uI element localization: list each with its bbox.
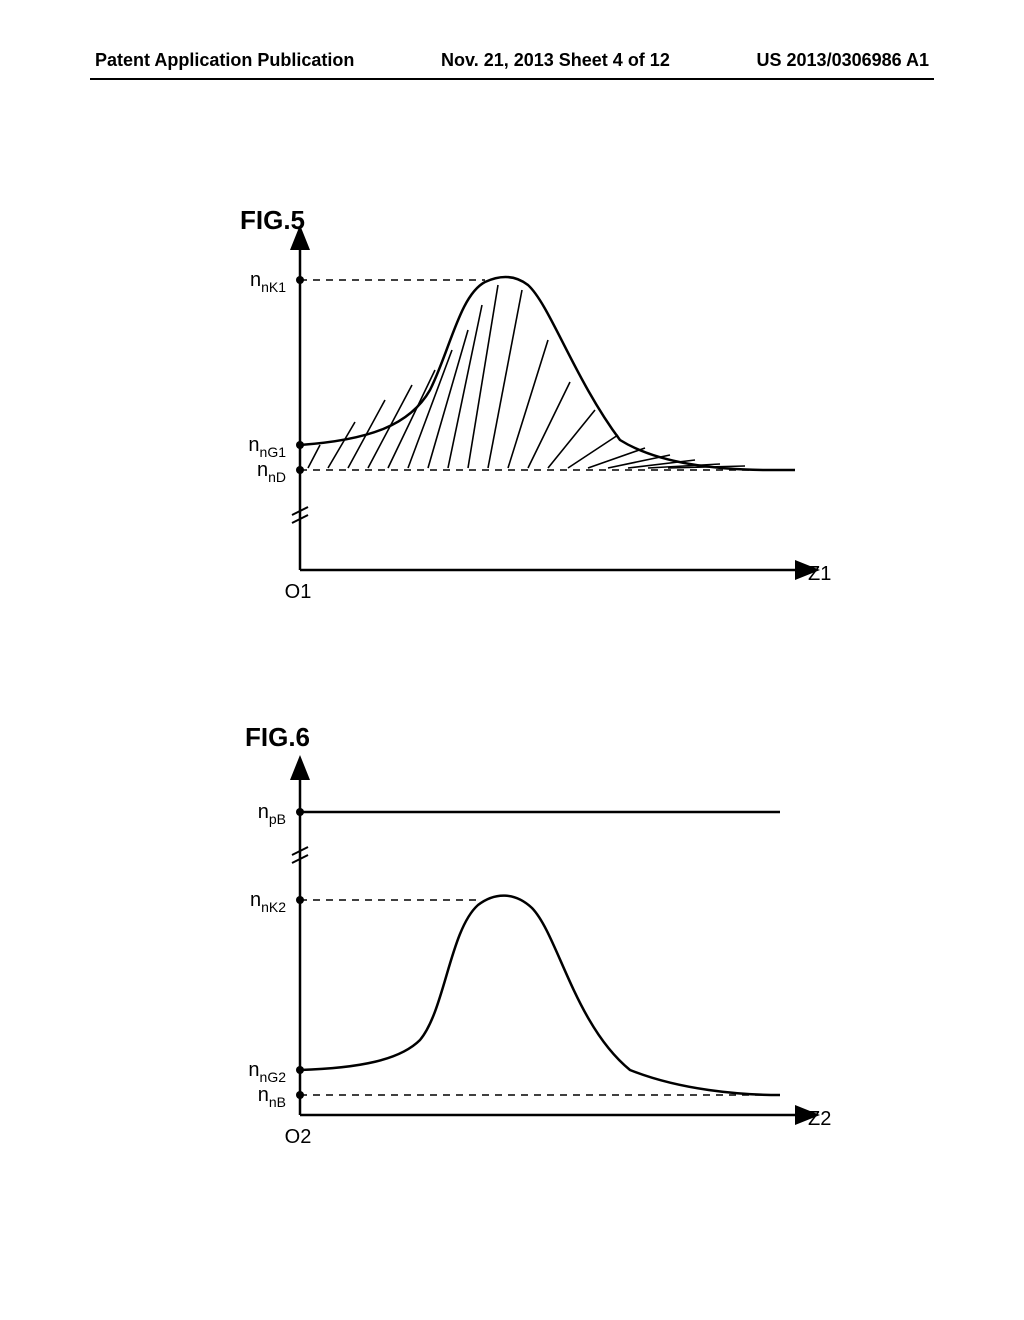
- page: Patent Application Publication Nov. 21, …: [0, 0, 1024, 1320]
- svg-text:O2: O2: [285, 1126, 312, 1148]
- fig6-chart: npB nnK2 nnG2nnB O2 Z2: [210, 750, 850, 1160]
- header-center: Nov. 21, 2013 Sheet 4 of 12: [441, 50, 670, 71]
- svg-text:npB: npB: [258, 801, 286, 827]
- page-header: Patent Application Publication Nov. 21, …: [0, 50, 1024, 71]
- header-rule: [90, 78, 934, 80]
- svg-text:O1: O1: [285, 581, 312, 603]
- svg-text:nnK1: nnK1: [250, 269, 286, 295]
- header-left: Patent Application Publication: [95, 50, 354, 71]
- svg-text:nnD: nnD: [257, 459, 286, 485]
- fig6-label: FIG.6: [245, 722, 310, 753]
- fig5-container: nnK1 nnG1nnD O1 Z1: [210, 220, 850, 620]
- fig5-chart: nnK1 nnG1nnD O1 Z1: [210, 220, 850, 620]
- svg-text:Z1: Z1: [808, 563, 831, 585]
- svg-text:nnB: nnB: [258, 1084, 286, 1110]
- svg-text:nnK2: nnK2: [250, 889, 286, 915]
- svg-text:Z2: Z2: [808, 1108, 831, 1130]
- svg-text:nnG2: nnG2: [248, 1059, 286, 1085]
- svg-text:nnG1: nnG1: [248, 434, 286, 460]
- fig6-container: npB nnK2 nnG2nnB O2 Z2: [210, 750, 850, 1160]
- header-right: US 2013/0306986 A1: [757, 50, 929, 71]
